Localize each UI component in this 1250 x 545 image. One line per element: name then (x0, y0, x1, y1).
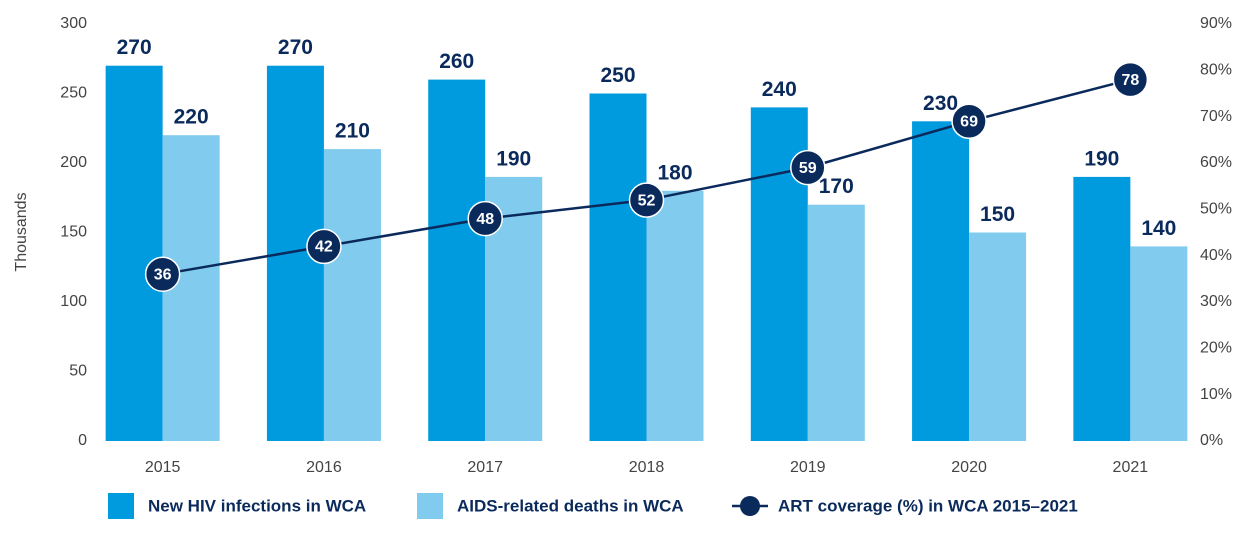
data-label: 250 (600, 64, 635, 87)
x-tick-label: 2021 (1113, 459, 1149, 476)
data-label: 270 (278, 36, 313, 59)
bar (105, 65, 163, 441)
data-label: 210 (335, 120, 370, 143)
legend-swatch (417, 493, 443, 519)
legend-label: ART coverage (%) in WCA 2015–2021 (778, 496, 1078, 515)
y-tick-label: 200 (60, 154, 87, 171)
y2-tick-label: 70% (1200, 108, 1232, 125)
y-tick-label: 300 (60, 15, 87, 32)
bar (1073, 176, 1131, 441)
point-label: 69 (960, 114, 978, 131)
y-tick-label: 0 (78, 432, 87, 449)
data-label: 190 (496, 147, 531, 170)
line-point (1112, 61, 1149, 98)
y-tick-label: 50 (69, 363, 87, 380)
y2-tick-label: 30% (1200, 293, 1232, 310)
y2-tick-label: 10% (1200, 386, 1232, 403)
data-label: 260 (439, 50, 474, 73)
bar (912, 121, 970, 442)
y-tick-label: 250 (60, 85, 87, 102)
data-label: 190 (1084, 147, 1119, 170)
bar (807, 204, 865, 441)
bar (323, 149, 381, 441)
data-label: 230 (923, 92, 958, 115)
y2-tick-label: 50% (1200, 201, 1232, 218)
data-label: 220 (174, 106, 209, 129)
legend-swatch (108, 493, 134, 519)
y-tick-label: 150 (60, 224, 87, 241)
y2-tick-label: 40% (1200, 247, 1232, 264)
line-point (628, 182, 665, 218)
legend-label: New HIV infections in WCA (148, 496, 366, 515)
y2-tick-label: 0% (1200, 432, 1223, 449)
x-tick-label: 2015 (145, 459, 181, 476)
data-label: 140 (1141, 217, 1176, 240)
x-tick-label: 2016 (306, 459, 342, 476)
legend-swatch (740, 496, 760, 516)
x-tick-label: 2020 (951, 459, 987, 476)
x-tick-label: 2018 (629, 459, 665, 476)
bar (646, 190, 704, 441)
line-point (306, 228, 342, 265)
y-tick-label: 100 (60, 293, 87, 310)
bar (1130, 246, 1188, 441)
bar (589, 93, 647, 441)
line-point (467, 200, 503, 237)
legend-label: AIDS-related deaths in WCA (457, 496, 684, 515)
data-label: 170 (819, 175, 854, 198)
point-label: 36 (154, 266, 172, 283)
x-tick-label: 2019 (790, 459, 826, 476)
x-tick-label: 2017 (467, 459, 503, 476)
point-label: 48 (476, 211, 494, 228)
data-label: 270 (117, 36, 152, 59)
point-label: 59 (799, 160, 817, 177)
point-label: 52 (638, 192, 656, 209)
line-point (144, 256, 181, 292)
bar (969, 232, 1027, 441)
line-point (790, 149, 826, 186)
line-point (951, 103, 987, 140)
bar (428, 79, 486, 441)
y2-tick-label: 90% (1200, 15, 1232, 32)
point-label: 78 (1121, 72, 1139, 89)
data-label: 240 (762, 78, 797, 101)
data-label: 180 (657, 161, 692, 184)
y-axis-label: Thousands (13, 192, 30, 271)
y2-tick-label: 80% (1200, 62, 1232, 79)
point-label: 42 (315, 239, 333, 256)
y2-tick-label: 60% (1200, 154, 1232, 171)
data-label: 150 (980, 203, 1015, 226)
y2-tick-label: 20% (1200, 340, 1232, 357)
